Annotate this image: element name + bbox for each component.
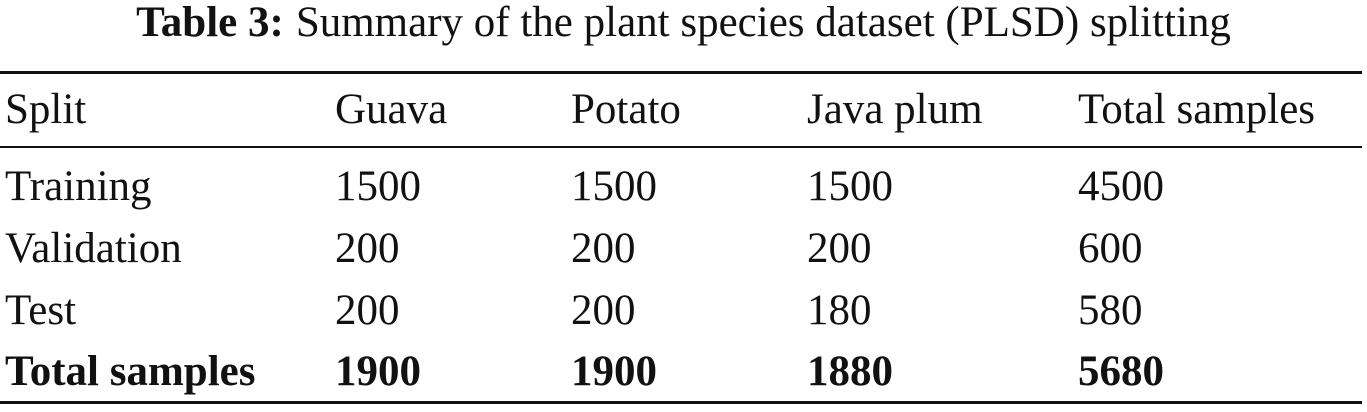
total-cell: 5680 bbox=[1078, 348, 1164, 395]
mid-rule bbox=[0, 146, 1362, 148]
header-cell: Guava bbox=[335, 86, 448, 133]
table-cell: 200 bbox=[335, 225, 400, 272]
table-cell: 1500 bbox=[335, 163, 421, 210]
total-cell: Total samples bbox=[5, 348, 256, 395]
header-cell: Java plum bbox=[807, 86, 983, 133]
table-caption: Table 3: Summary of the plant species dat… bbox=[0, 0, 1367, 46]
table-cell: 1500 bbox=[807, 163, 893, 210]
table-cell: Test bbox=[5, 287, 77, 334]
caption-label: Table 3: bbox=[136, 0, 284, 46]
table-cell: Validation bbox=[5, 225, 182, 272]
total-cell: 1900 bbox=[571, 348, 657, 395]
table-cell: Training bbox=[5, 163, 152, 210]
table-cell: 200 bbox=[571, 287, 636, 334]
table-cell: 180 bbox=[807, 287, 872, 334]
table-cell: 600 bbox=[1078, 225, 1143, 272]
table-cell: 1500 bbox=[571, 163, 657, 210]
table-cell: 200 bbox=[807, 225, 872, 272]
bottom-rule bbox=[0, 401, 1362, 404]
header-cell: Potato bbox=[571, 86, 681, 133]
table-cell: 4500 bbox=[1078, 163, 1164, 210]
caption-text: Summary of the plant species dataset (PL… bbox=[295, 0, 1231, 46]
table-cell: 200 bbox=[571, 225, 636, 272]
top-rule bbox=[0, 71, 1362, 74]
table-cell: 200 bbox=[335, 287, 400, 334]
total-cell: 1900 bbox=[335, 348, 421, 395]
total-cell: 1880 bbox=[807, 348, 893, 395]
table-cell: 580 bbox=[1078, 287, 1143, 334]
header-cell: Split bbox=[5, 86, 87, 133]
header-cell: Total samples bbox=[1078, 86, 1316, 133]
